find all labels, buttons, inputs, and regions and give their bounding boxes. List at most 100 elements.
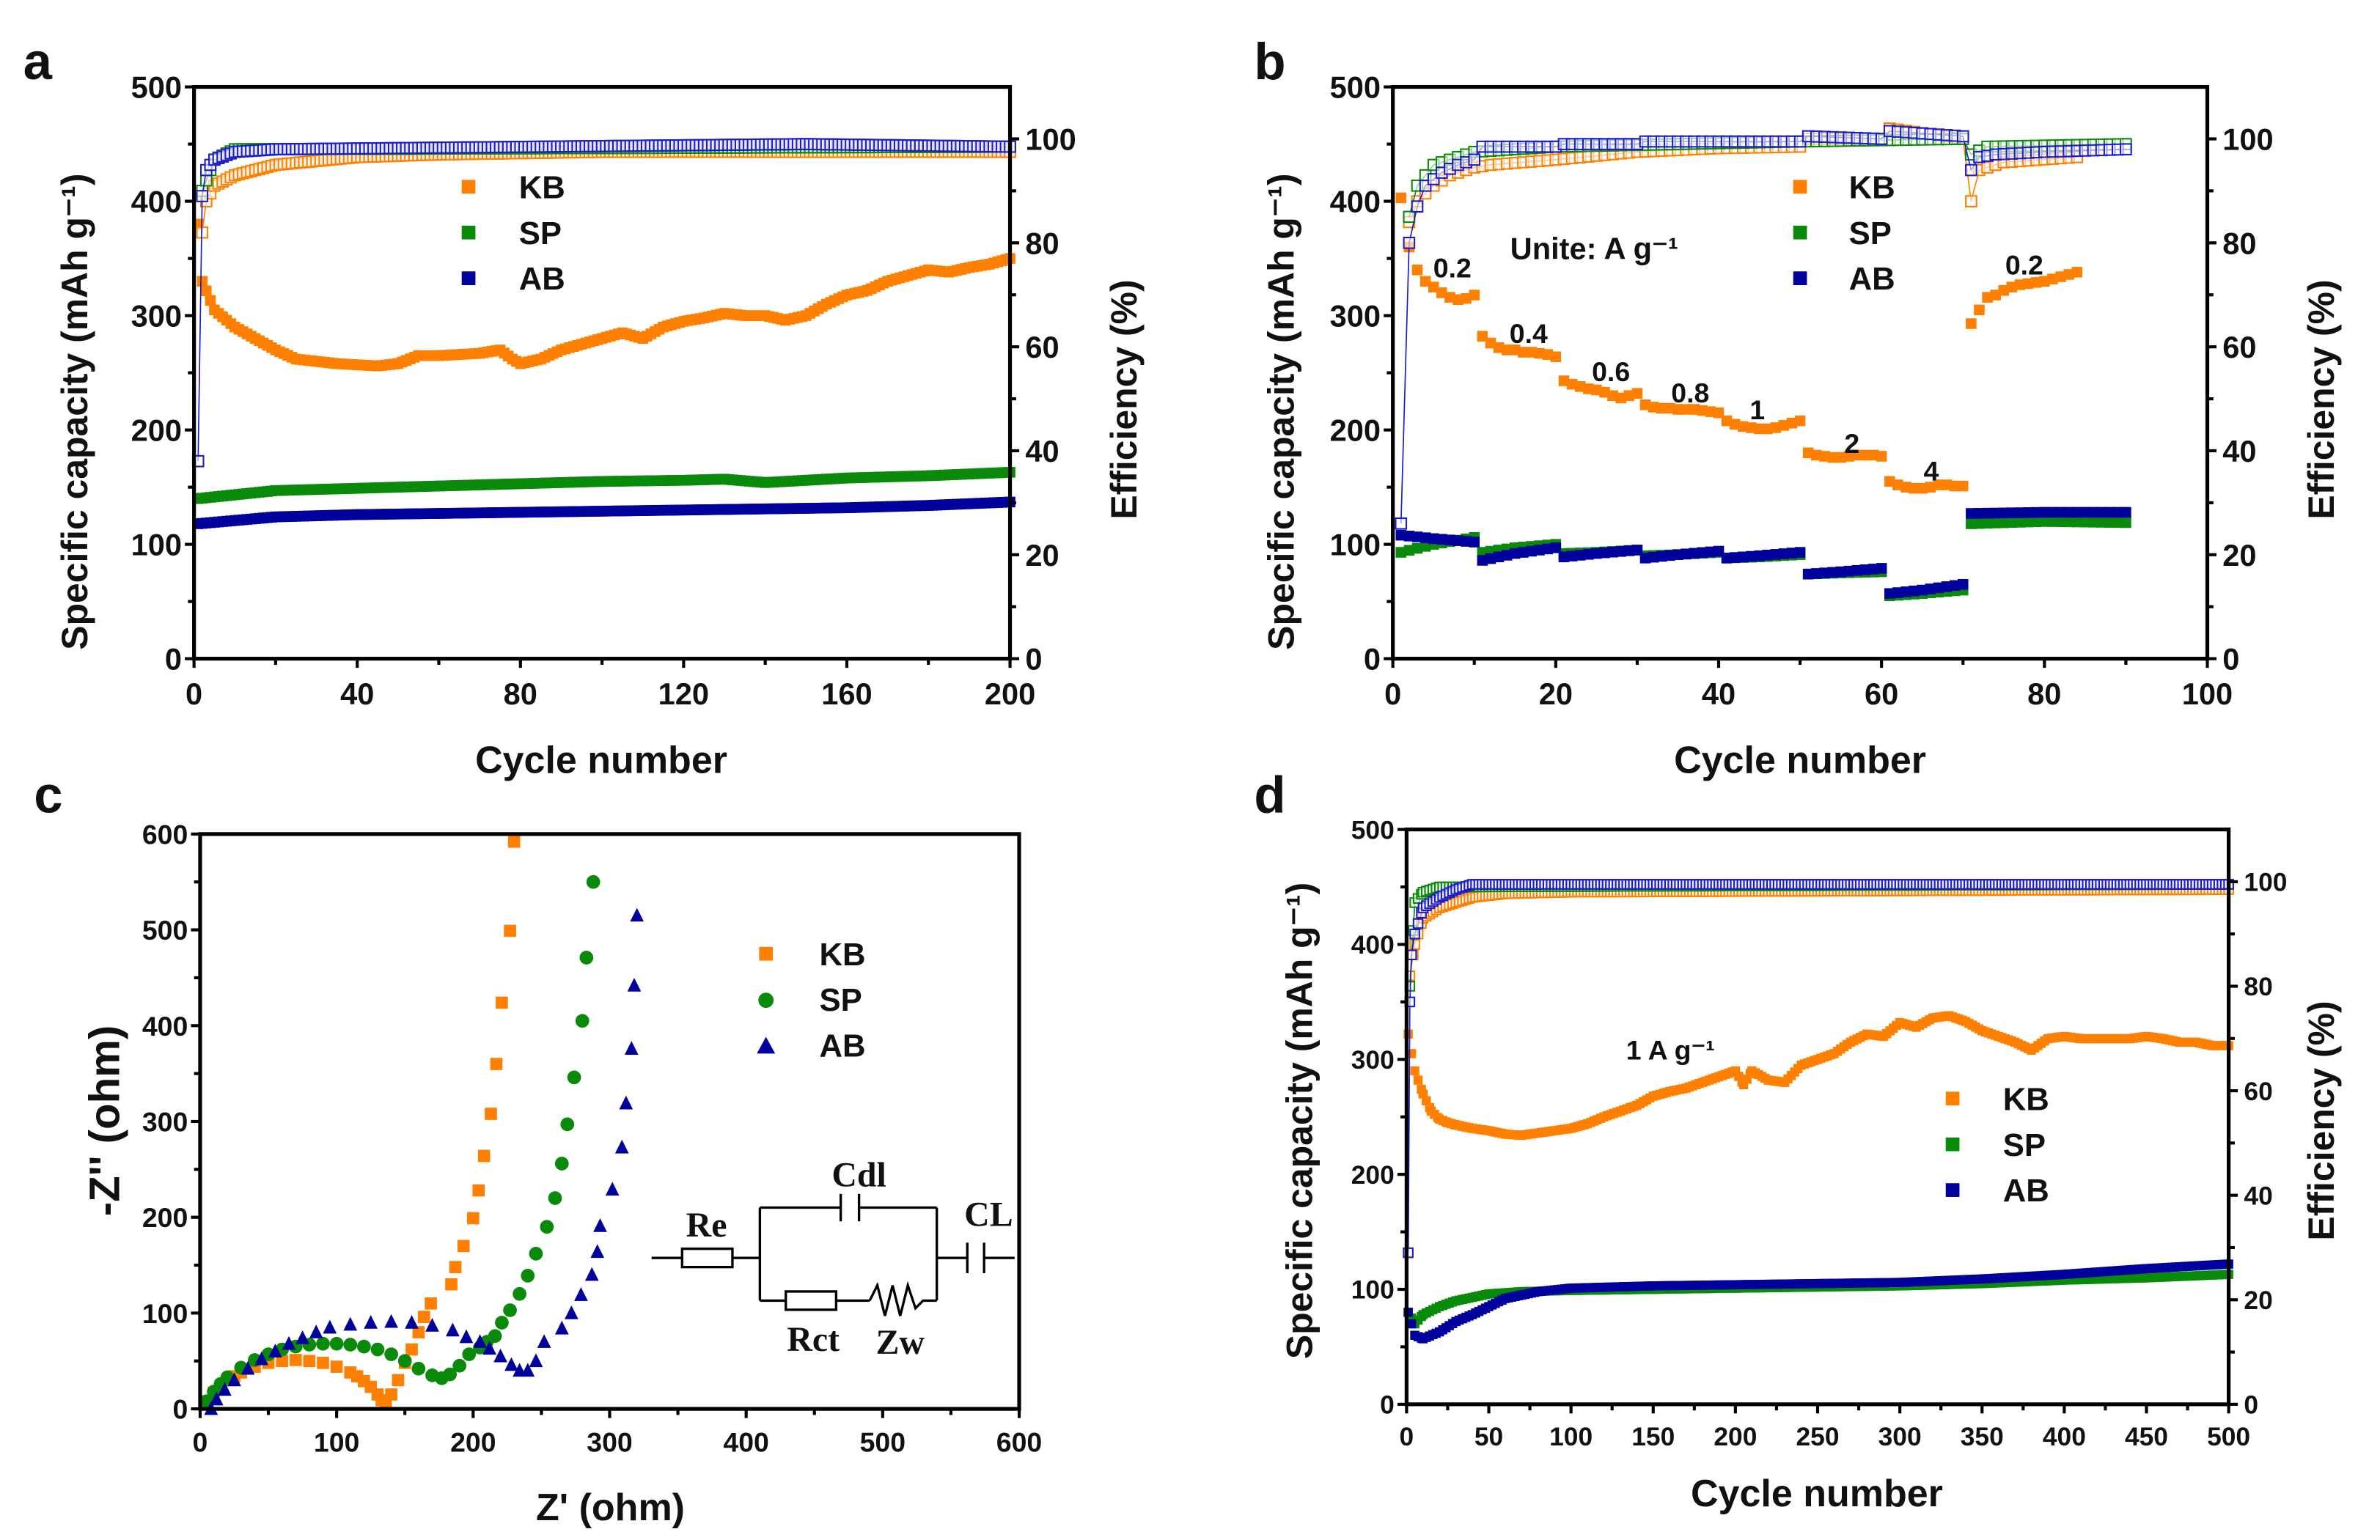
annotation: 4 bbox=[1924, 455, 1939, 486]
x-tick-label: 120 bbox=[658, 677, 709, 711]
data-point bbox=[1867, 449, 1879, 461]
data-point bbox=[1534, 545, 1545, 556]
data-point bbox=[364, 1315, 378, 1329]
data-point bbox=[1623, 545, 1635, 556]
data-point bbox=[446, 1322, 460, 1337]
data-point bbox=[411, 1361, 426, 1376]
data-point bbox=[2039, 506, 2050, 518]
data-point bbox=[1469, 537, 1480, 548]
panel-b: b0 20 40 60 80 100010020030040050002040608010… bbox=[1254, 32, 2342, 781]
data-point bbox=[1925, 583, 1936, 594]
data-point bbox=[1591, 384, 1602, 396]
data-point bbox=[1648, 402, 1659, 413]
series-line bbox=[197, 143, 1010, 462]
y-tick-label: 200 bbox=[142, 1202, 188, 1233]
data-point bbox=[196, 190, 209, 202]
data-point bbox=[1754, 423, 1765, 435]
y-tick-label: 400 bbox=[142, 1011, 188, 1042]
data-point bbox=[2071, 506, 2083, 518]
y-tick-label: 0 bbox=[172, 1394, 188, 1425]
series-ab-efficiency bbox=[1403, 879, 2234, 1259]
data-point bbox=[2071, 267, 2083, 278]
y-tick-label: 300 bbox=[1351, 1046, 1395, 1075]
data-point bbox=[504, 1357, 518, 1371]
data-point bbox=[1656, 550, 1667, 562]
legend-label: AB bbox=[820, 1028, 866, 1064]
y-tick-label: 0 bbox=[165, 642, 182, 677]
data-point bbox=[466, 1212, 480, 1225]
panel-label: a bbox=[23, 32, 53, 90]
data-point bbox=[1477, 331, 1488, 342]
data-point bbox=[2047, 516, 2058, 527]
panel-label: c bbox=[34, 766, 62, 824]
data-point bbox=[1436, 534, 1447, 545]
data-point bbox=[1639, 399, 1651, 410]
data-point bbox=[1419, 532, 1431, 543]
data-point bbox=[309, 1325, 323, 1338]
data-point bbox=[1468, 153, 1481, 166]
x-tick-label: 40 bbox=[340, 677, 374, 711]
data-point bbox=[1422, 1096, 1431, 1106]
data-point bbox=[1419, 541, 1431, 552]
data-point bbox=[1965, 195, 1977, 207]
data-point bbox=[392, 1374, 405, 1387]
y-tick-label: 100 bbox=[1351, 1276, 1395, 1305]
x-tick-label: 80 bbox=[504, 677, 537, 711]
y2-tick-label: 40 bbox=[1025, 434, 1059, 468]
x-tick-label: 500 bbox=[2207, 1423, 2250, 1451]
data-point bbox=[1965, 163, 1977, 177]
panel-label: b bbox=[1254, 32, 1285, 90]
annotation: 1 A g⁻¹ bbox=[1626, 1035, 1715, 1066]
legend-label: AB bbox=[519, 261, 565, 297]
data-point bbox=[2096, 506, 2107, 518]
data-point bbox=[2022, 507, 2034, 518]
data-point bbox=[2022, 516, 2034, 528]
data-point bbox=[2120, 517, 2131, 528]
y-tick-label: 400 bbox=[131, 185, 182, 219]
panel-c: c 0 100 200 300 400 500 600 0 100 200 300 400 500 600 Z… bbox=[34, 766, 1042, 1529]
data-point bbox=[1917, 584, 1928, 596]
y-tick-label: 200 bbox=[1330, 413, 1381, 448]
y-axis-label: Specific capacity (mAh g⁻¹) bbox=[54, 173, 95, 649]
data-point bbox=[1998, 284, 2010, 296]
data-point bbox=[1892, 479, 1903, 490]
annotation: Unite: A g⁻¹ bbox=[1510, 232, 1678, 266]
data-point bbox=[200, 174, 213, 187]
y2-tick-label: 60 bbox=[2222, 330, 2256, 364]
data-point bbox=[507, 836, 521, 848]
legend: KB SP AB bbox=[757, 937, 866, 1064]
data-point bbox=[343, 1316, 358, 1331]
data-point bbox=[1411, 264, 1423, 276]
data-point bbox=[205, 295, 216, 306]
x-tick-label: 250 bbox=[1796, 1423, 1840, 1451]
data-point bbox=[240, 1360, 255, 1375]
x-tick-label: 500 bbox=[860, 1426, 906, 1457]
data-point bbox=[1518, 547, 1529, 558]
annotation: 0.6 bbox=[1592, 356, 1630, 387]
legend-label: SP bbox=[1849, 215, 1892, 251]
data-point bbox=[1485, 337, 1496, 349]
y-tick-label: 500 bbox=[1330, 70, 1381, 105]
data-point bbox=[1876, 563, 1887, 574]
data-point bbox=[1550, 542, 1562, 553]
equivalent-circuit bbox=[651, 1193, 1015, 1316]
data-point bbox=[1493, 342, 1505, 353]
data-point bbox=[405, 1315, 419, 1329]
data-point bbox=[1729, 552, 1741, 563]
data-point bbox=[1689, 404, 1700, 415]
circuit-label-cl: CL bbox=[964, 1195, 1013, 1234]
data-point bbox=[1900, 482, 1911, 493]
series-kb-efficiency bbox=[1404, 884, 2234, 981]
data-point bbox=[1982, 507, 1993, 519]
data-point bbox=[630, 907, 644, 922]
data-point bbox=[482, 1341, 497, 1355]
data-point bbox=[485, 1108, 497, 1120]
data-point bbox=[445, 1278, 458, 1291]
y-tick-label: 500 bbox=[1351, 816, 1395, 844]
data-point bbox=[1631, 545, 1643, 556]
data-point bbox=[1705, 406, 1716, 417]
data-point bbox=[1599, 547, 1610, 559]
data-point bbox=[540, 1220, 554, 1234]
data-point bbox=[1876, 451, 1887, 462]
data-point bbox=[385, 1388, 397, 1401]
